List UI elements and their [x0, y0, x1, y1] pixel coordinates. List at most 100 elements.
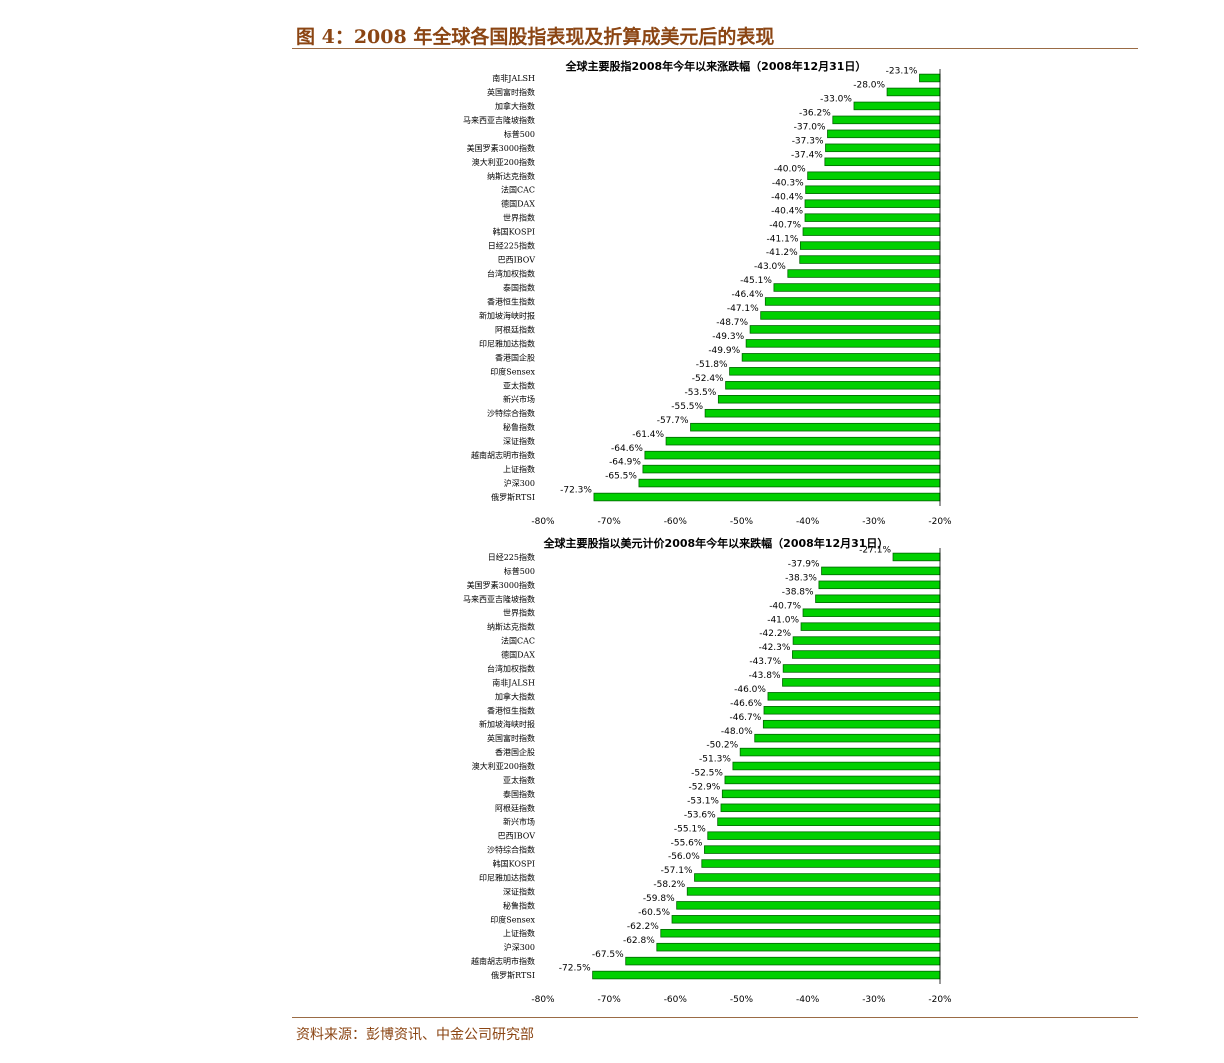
value-label: -58.2%: [653, 880, 685, 890]
value-label: -64.9%: [609, 458, 641, 468]
x-tick-label: -60%: [664, 995, 688, 1005]
category-label: 加拿大指数: [495, 101, 535, 111]
category-label: 上证指数: [503, 928, 535, 938]
category-label: 世界指数: [503, 608, 535, 618]
value-label: -56.0%: [668, 852, 700, 862]
bar: [592, 970, 941, 980]
value-label: -28.0%: [853, 81, 885, 91]
category-label: 加拿大指数: [495, 691, 535, 701]
bar: [656, 942, 941, 952]
value-label: -42.2%: [759, 629, 791, 639]
category-label: 新加坡海峡时报: [479, 719, 535, 729]
value-label: -40.7%: [769, 220, 801, 230]
value-label: -43.0%: [754, 262, 786, 272]
bar: [732, 761, 941, 771]
value-label: -55.1%: [674, 824, 706, 834]
category-label: 德国DAX: [501, 199, 535, 209]
value-label: -43.7%: [749, 657, 781, 667]
value-label: -27.1%: [859, 546, 891, 556]
category-label: 上证指数: [503, 464, 535, 474]
bar: [767, 692, 941, 701]
bar: [701, 859, 941, 868]
x-tick-label: -70%: [598, 517, 622, 527]
chart-title: 全球主要股指以美元计价2008年今年以来跌幅（2008年12月31日）: [543, 536, 889, 550]
bar: [660, 928, 941, 938]
category-label: 印度Sensex: [490, 366, 535, 376]
value-label: -53.5%: [684, 388, 716, 398]
bar: [792, 650, 941, 659]
value-label: -40.7%: [769, 601, 801, 611]
value-label: -62.8%: [623, 936, 655, 946]
value-label: -57.1%: [661, 866, 693, 876]
value-label: -37.0%: [794, 123, 826, 133]
x-tick-label: -30%: [862, 995, 886, 1005]
value-label: -59.8%: [643, 894, 675, 904]
bar: [720, 803, 941, 813]
category-label: 沪深300: [504, 478, 535, 488]
value-label: -40.0%: [774, 164, 806, 174]
value-label: -57.7%: [657, 416, 689, 426]
bottom-divider: [292, 1017, 1138, 1018]
bar: [762, 719, 941, 729]
value-label: -52.9%: [688, 783, 720, 793]
category-label: 阿根廷指数: [495, 324, 535, 334]
bar: [694, 873, 941, 882]
category-label: 澳大利亚200指数: [472, 157, 535, 167]
category-label: 日经225指数: [488, 241, 535, 251]
value-label: -64.6%: [611, 444, 643, 454]
category-label: 英国富时指数: [487, 733, 535, 743]
x-tick-label: -80%: [531, 517, 555, 527]
category-label: 纳斯达克指数: [487, 171, 535, 181]
category-label: 香港恒生指数: [487, 296, 535, 306]
category-label: 标普500: [504, 129, 535, 139]
bar: [717, 817, 941, 826]
value-label: -50.2%: [706, 741, 738, 751]
category-label: 越南胡志明市指数: [471, 956, 535, 966]
bar: [686, 887, 941, 896]
value-label: -40.3%: [772, 178, 804, 188]
value-label: -37.9%: [788, 560, 820, 570]
source-note: 资料来源：彭博资讯、中金公司研究部: [296, 1027, 534, 1043]
x-tick-label: -30%: [862, 517, 886, 527]
category-label: 香港国企股: [495, 747, 535, 757]
category-label: 美国罗素3000指数: [467, 143, 535, 153]
category-label: 日经225指数: [488, 552, 535, 562]
category-label: 印尼雅加达指数: [479, 338, 535, 348]
value-label: -38.3%: [785, 574, 817, 584]
bar: [676, 901, 941, 910]
value-label: -72.3%: [560, 486, 592, 496]
bar: [724, 775, 941, 785]
category-label: 俄罗斯RTSI: [491, 970, 535, 980]
category-label: 沙特综合指数: [487, 408, 535, 418]
category-label: 英国富时指数: [487, 87, 535, 97]
chart-index-returns-local: 全球主要股指2008年今年以来涨跌幅（2008年12月31日） 南非JALSH -2…: [463, 59, 952, 527]
category-label: 深证指数: [503, 436, 535, 446]
x-tick-label: -80%: [531, 995, 555, 1005]
value-label: -46.7%: [729, 713, 761, 723]
bar: [800, 622, 941, 631]
value-label: -48.0%: [721, 727, 753, 737]
value-label: -51.3%: [699, 755, 731, 765]
value-label: -53.1%: [687, 796, 719, 806]
category-label: 台湾加权指数: [487, 269, 535, 279]
value-label: -43.8%: [749, 671, 781, 681]
category-label: 马来西亚吉隆坡指数: [463, 594, 535, 604]
bar: [754, 733, 941, 743]
category-label: 香港恒生指数: [487, 705, 535, 715]
category-label: 印尼雅加达指数: [479, 872, 535, 882]
value-label: -62.2%: [627, 922, 659, 932]
category-label: 世界指数: [503, 213, 535, 223]
value-label: -53.6%: [684, 810, 716, 820]
category-label: 南非JALSH: [492, 73, 535, 83]
category-label: 德国DAX: [501, 650, 535, 660]
value-label: -47.1%: [727, 304, 759, 314]
value-label: -41.0%: [767, 615, 799, 625]
category-label: 澳大利亚200指数: [472, 761, 535, 771]
bar: [625, 956, 941, 966]
category-label: 马来西亚吉隆坡指数: [463, 115, 535, 125]
category-label: 美国罗素3000指数: [467, 580, 535, 590]
category-label: 韩国KOSPI: [493, 227, 535, 237]
x-tick-label: -40%: [796, 995, 820, 1005]
x-tick-label: -50%: [730, 995, 754, 1005]
chart-index-returns-usd: 全球主要股指以美元计价2008年今年以来跌幅（2008年12月31日） 日经225…: [463, 536, 952, 1005]
